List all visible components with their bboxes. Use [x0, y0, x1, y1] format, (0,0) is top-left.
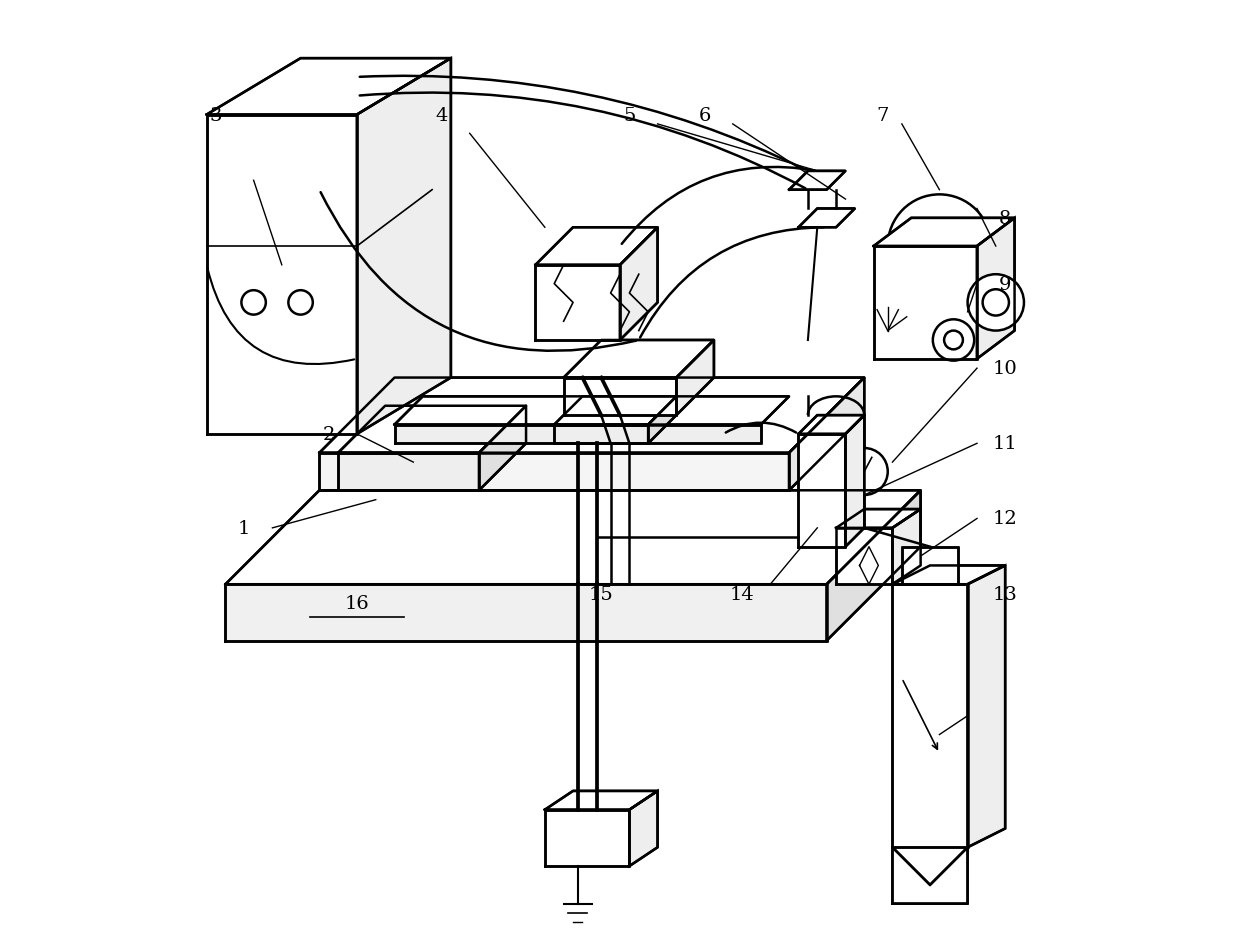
- Text: 4: 4: [435, 107, 448, 125]
- Polygon shape: [893, 510, 920, 584]
- Circle shape: [841, 448, 888, 496]
- Circle shape: [982, 290, 1009, 316]
- Polygon shape: [630, 791, 657, 867]
- Text: 6: 6: [698, 107, 711, 125]
- Polygon shape: [536, 228, 657, 265]
- Text: 14: 14: [730, 585, 754, 603]
- Polygon shape: [799, 210, 854, 228]
- Polygon shape: [799, 434, 846, 548]
- Text: 15: 15: [589, 585, 614, 603]
- Text: 10: 10: [993, 360, 1018, 378]
- Polygon shape: [874, 246, 977, 360]
- Polygon shape: [789, 379, 864, 491]
- Polygon shape: [564, 379, 676, 415]
- Polygon shape: [874, 219, 1014, 246]
- Polygon shape: [320, 379, 864, 453]
- Polygon shape: [893, 848, 967, 903]
- Polygon shape: [339, 406, 526, 453]
- Polygon shape: [544, 791, 657, 810]
- Text: 9: 9: [999, 276, 1012, 294]
- Text: 1: 1: [238, 519, 250, 537]
- Circle shape: [944, 331, 963, 350]
- Polygon shape: [789, 172, 846, 191]
- Polygon shape: [967, 565, 1006, 848]
- Text: 8: 8: [999, 210, 1012, 228]
- Polygon shape: [649, 396, 676, 444]
- Text: 2: 2: [322, 426, 335, 444]
- Polygon shape: [479, 406, 526, 491]
- Polygon shape: [207, 115, 357, 434]
- Polygon shape: [893, 584, 967, 848]
- Circle shape: [967, 275, 1024, 331]
- Polygon shape: [394, 396, 789, 425]
- Polygon shape: [827, 491, 920, 641]
- Polygon shape: [394, 425, 761, 444]
- Polygon shape: [339, 453, 479, 491]
- Circle shape: [289, 291, 312, 315]
- Polygon shape: [226, 491, 920, 584]
- Text: 16: 16: [345, 595, 370, 613]
- Polygon shape: [977, 219, 1014, 360]
- Polygon shape: [620, 228, 657, 341]
- Circle shape: [932, 320, 975, 362]
- Polygon shape: [226, 584, 827, 641]
- Text: 5: 5: [624, 107, 636, 125]
- Polygon shape: [554, 425, 649, 444]
- Polygon shape: [357, 59, 451, 434]
- Polygon shape: [564, 341, 714, 379]
- Polygon shape: [846, 415, 864, 548]
- Polygon shape: [536, 265, 620, 341]
- Text: 13: 13: [993, 585, 1018, 603]
- Text: 7: 7: [877, 107, 889, 125]
- Polygon shape: [836, 510, 920, 529]
- Circle shape: [888, 195, 991, 298]
- Polygon shape: [676, 341, 714, 415]
- Text: 11: 11: [993, 435, 1018, 453]
- Polygon shape: [207, 59, 451, 115]
- Polygon shape: [544, 810, 630, 867]
- Polygon shape: [901, 548, 959, 584]
- Polygon shape: [893, 565, 1006, 584]
- Polygon shape: [836, 529, 893, 584]
- Circle shape: [242, 291, 265, 315]
- Polygon shape: [799, 415, 864, 434]
- Circle shape: [916, 224, 963, 270]
- Text: 3: 3: [210, 107, 222, 125]
- Text: 12: 12: [993, 510, 1018, 528]
- Polygon shape: [554, 396, 676, 425]
- Polygon shape: [320, 453, 789, 491]
